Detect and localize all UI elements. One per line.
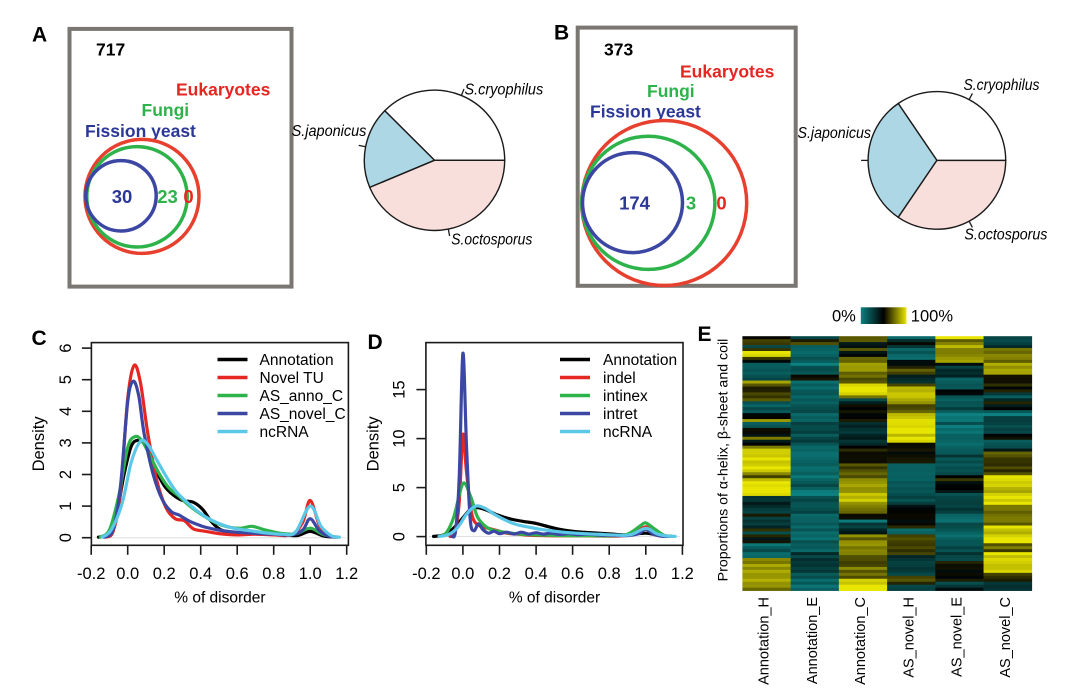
svg-text:1.0: 1.0 <box>299 565 322 583</box>
svg-text:Fission yeast: Fission yeast <box>85 121 196 141</box>
svg-text:4: 4 <box>57 407 75 416</box>
svg-text:AS_novel_C: AS_novel_C <box>998 597 1014 678</box>
svg-text:0%: 0% <box>832 308 856 326</box>
svg-text:S.octosporus: S.octosporus <box>964 227 1047 244</box>
svg-text:5: 5 <box>57 375 75 384</box>
svg-text:0: 0 <box>183 186 193 207</box>
svg-text:1.0: 1.0 <box>634 565 657 583</box>
svg-text:100%: 100% <box>911 308 954 326</box>
svg-text:B: B <box>554 22 569 45</box>
svg-text:0: 0 <box>57 533 75 542</box>
svg-text:0: 0 <box>391 532 409 541</box>
svg-text:0.6: 0.6 <box>561 565 584 583</box>
svg-text:Fungi: Fungi <box>142 100 190 120</box>
svg-text:30: 30 <box>112 186 133 207</box>
svg-text:Density: Density <box>30 416 48 472</box>
svg-text:S.japonicus: S.japonicus <box>798 125 872 142</box>
svg-text:Annotation_E: Annotation_E <box>805 597 821 684</box>
svg-text:0.0: 0.0 <box>451 565 474 583</box>
svg-text:Annotation: Annotation <box>603 352 677 369</box>
svg-text:% of disorder: % of disorder <box>509 589 600 606</box>
svg-text:D: D <box>368 331 383 354</box>
svg-text:E: E <box>698 323 712 346</box>
svg-text:-0.2: -0.2 <box>77 565 105 583</box>
svg-text:Eukaryotes: Eukaryotes <box>680 62 775 82</box>
svg-text:174: 174 <box>619 193 651 214</box>
svg-text:ncRNA: ncRNA <box>260 424 310 441</box>
svg-text:S.cryophilus: S.cryophilus <box>465 82 544 99</box>
svg-text:intinex: intinex <box>603 388 648 405</box>
svg-text:Annotation_C: Annotation_C <box>853 597 869 685</box>
svg-text:373: 373 <box>604 40 633 60</box>
svg-text:Density: Density <box>365 416 383 472</box>
svg-text:-0.2: -0.2 <box>412 565 440 583</box>
svg-text:1.2: 1.2 <box>335 565 358 583</box>
svg-text:Eukaryotes: Eukaryotes <box>176 80 271 100</box>
svg-text:AS_novel_H: AS_novel_H <box>901 597 917 678</box>
svg-text:Annotation: Annotation <box>260 352 334 369</box>
svg-text:Fungi: Fungi <box>647 81 695 101</box>
svg-text:0.8: 0.8 <box>262 565 285 583</box>
svg-text:1.2: 1.2 <box>671 565 694 583</box>
svg-text:AS_anno_C: AS_anno_C <box>260 388 344 405</box>
svg-text:S.octosporus: S.octosporus <box>451 232 532 249</box>
svg-text:ncRNA: ncRNA <box>603 424 653 441</box>
svg-text:0.8: 0.8 <box>598 565 621 583</box>
svg-text:intret: intret <box>603 406 638 423</box>
svg-text:S.japonicus: S.japonicus <box>292 123 367 140</box>
svg-text:3: 3 <box>57 438 75 447</box>
svg-text:AS_novel_E: AS_novel_E <box>950 597 966 677</box>
svg-text:0.2: 0.2 <box>153 565 176 583</box>
svg-text:10: 10 <box>391 429 409 447</box>
svg-text:0.6: 0.6 <box>226 565 249 583</box>
svg-text:5: 5 <box>391 483 409 492</box>
svg-text:A: A <box>32 24 47 47</box>
svg-text:23: 23 <box>157 186 178 207</box>
svg-text:Novel TU: Novel TU <box>260 370 324 387</box>
svg-text:0: 0 <box>716 193 726 214</box>
svg-text:C: C <box>32 327 47 350</box>
svg-text:0.4: 0.4 <box>525 565 548 583</box>
svg-text:0.0: 0.0 <box>116 565 139 583</box>
svg-text:0.2: 0.2 <box>488 565 511 583</box>
svg-text:1: 1 <box>57 502 75 511</box>
svg-text:0.4: 0.4 <box>189 565 212 583</box>
svg-text:15: 15 <box>391 380 409 398</box>
svg-text:717: 717 <box>96 40 125 60</box>
svg-text:Annotation_H: Annotation_H <box>757 597 773 685</box>
svg-text:2: 2 <box>57 470 75 479</box>
svg-text:indel: indel <box>603 370 636 387</box>
svg-text:Fission yeast: Fission yeast <box>590 102 701 122</box>
svg-text:S.cryophilus: S.cryophilus <box>964 77 1040 94</box>
svg-text:% of disorder: % of disorder <box>174 589 265 606</box>
svg-text:6: 6 <box>57 344 75 353</box>
svg-text:AS_novel_C: AS_novel_C <box>260 406 346 423</box>
svg-text:3: 3 <box>686 193 696 214</box>
svg-text:Proportions of α-helix, β-shee: Proportions of α-helix, β-sheet and coil <box>716 339 732 582</box>
